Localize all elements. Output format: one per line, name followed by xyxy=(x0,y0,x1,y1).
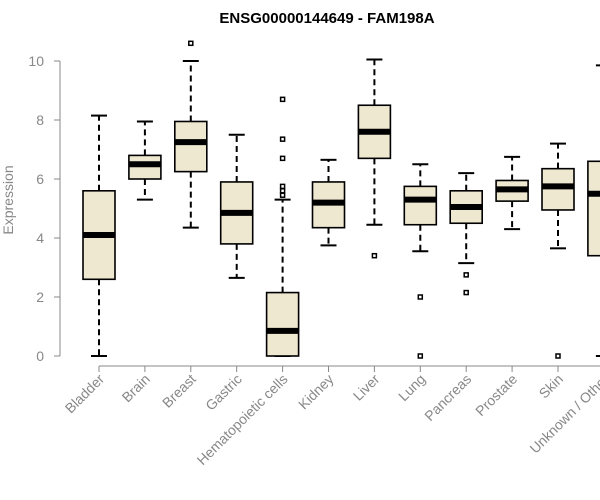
iqr-box xyxy=(174,120,208,173)
box-group xyxy=(403,163,438,359)
box-group xyxy=(587,64,600,357)
x-tick-label: Prostate xyxy=(472,371,520,419)
outlier-point xyxy=(279,188,286,194)
y-tick-label: 8 xyxy=(36,112,44,128)
outlier-point xyxy=(463,289,469,296)
outlier-point xyxy=(371,252,378,259)
boxes-group xyxy=(82,40,600,359)
outlier-point xyxy=(417,353,424,359)
iqr-box xyxy=(587,160,600,257)
x-tick-label: Hematopoietic cells xyxy=(194,371,291,468)
x-tick-label: Kidney xyxy=(295,371,337,413)
iqr-box xyxy=(265,291,300,357)
outlier-point xyxy=(417,294,424,300)
box-group xyxy=(82,114,116,357)
x-tick-label: Pancreas xyxy=(421,371,474,424)
outlier-point xyxy=(279,192,286,198)
iqr-box xyxy=(403,185,438,226)
box-group xyxy=(495,155,529,231)
y-tick-label: 4 xyxy=(36,230,44,246)
box-group xyxy=(265,96,300,357)
box-group xyxy=(357,58,392,259)
outlier-point xyxy=(279,183,286,190)
outlier-point xyxy=(279,136,286,142)
y-tick-label: 6 xyxy=(36,171,44,187)
x-tick-label: Skin xyxy=(536,371,567,402)
outlier-point xyxy=(279,96,286,103)
y-axis-label: Expression xyxy=(0,165,16,234)
x-tick-label: Breast xyxy=(159,371,199,411)
outlier-point xyxy=(279,155,286,162)
x-tick-label: Brain xyxy=(119,371,153,405)
y-tick-label: 0 xyxy=(36,348,44,364)
box-group xyxy=(541,142,575,359)
y-tick-label: 10 xyxy=(28,53,44,69)
outlier-point xyxy=(188,40,194,47)
y-axis: 0 2 4 6 8 10 xyxy=(28,53,61,364)
chart-title: ENSG00000144649 - FAM198A xyxy=(219,10,434,27)
box-group xyxy=(449,172,484,296)
outlier-point xyxy=(555,353,561,359)
box-group xyxy=(311,158,346,247)
outlier-point xyxy=(463,272,469,278)
box-group xyxy=(219,133,254,279)
y-tick-label: 2 xyxy=(36,289,44,305)
box-group xyxy=(128,120,162,201)
x-tick-label: Lung xyxy=(395,371,428,404)
x-tick-label: Bladder xyxy=(62,371,108,417)
box-group xyxy=(174,40,208,229)
x-tick-label: Gastric xyxy=(202,371,245,414)
x-tick-label: Liver xyxy=(350,371,383,404)
